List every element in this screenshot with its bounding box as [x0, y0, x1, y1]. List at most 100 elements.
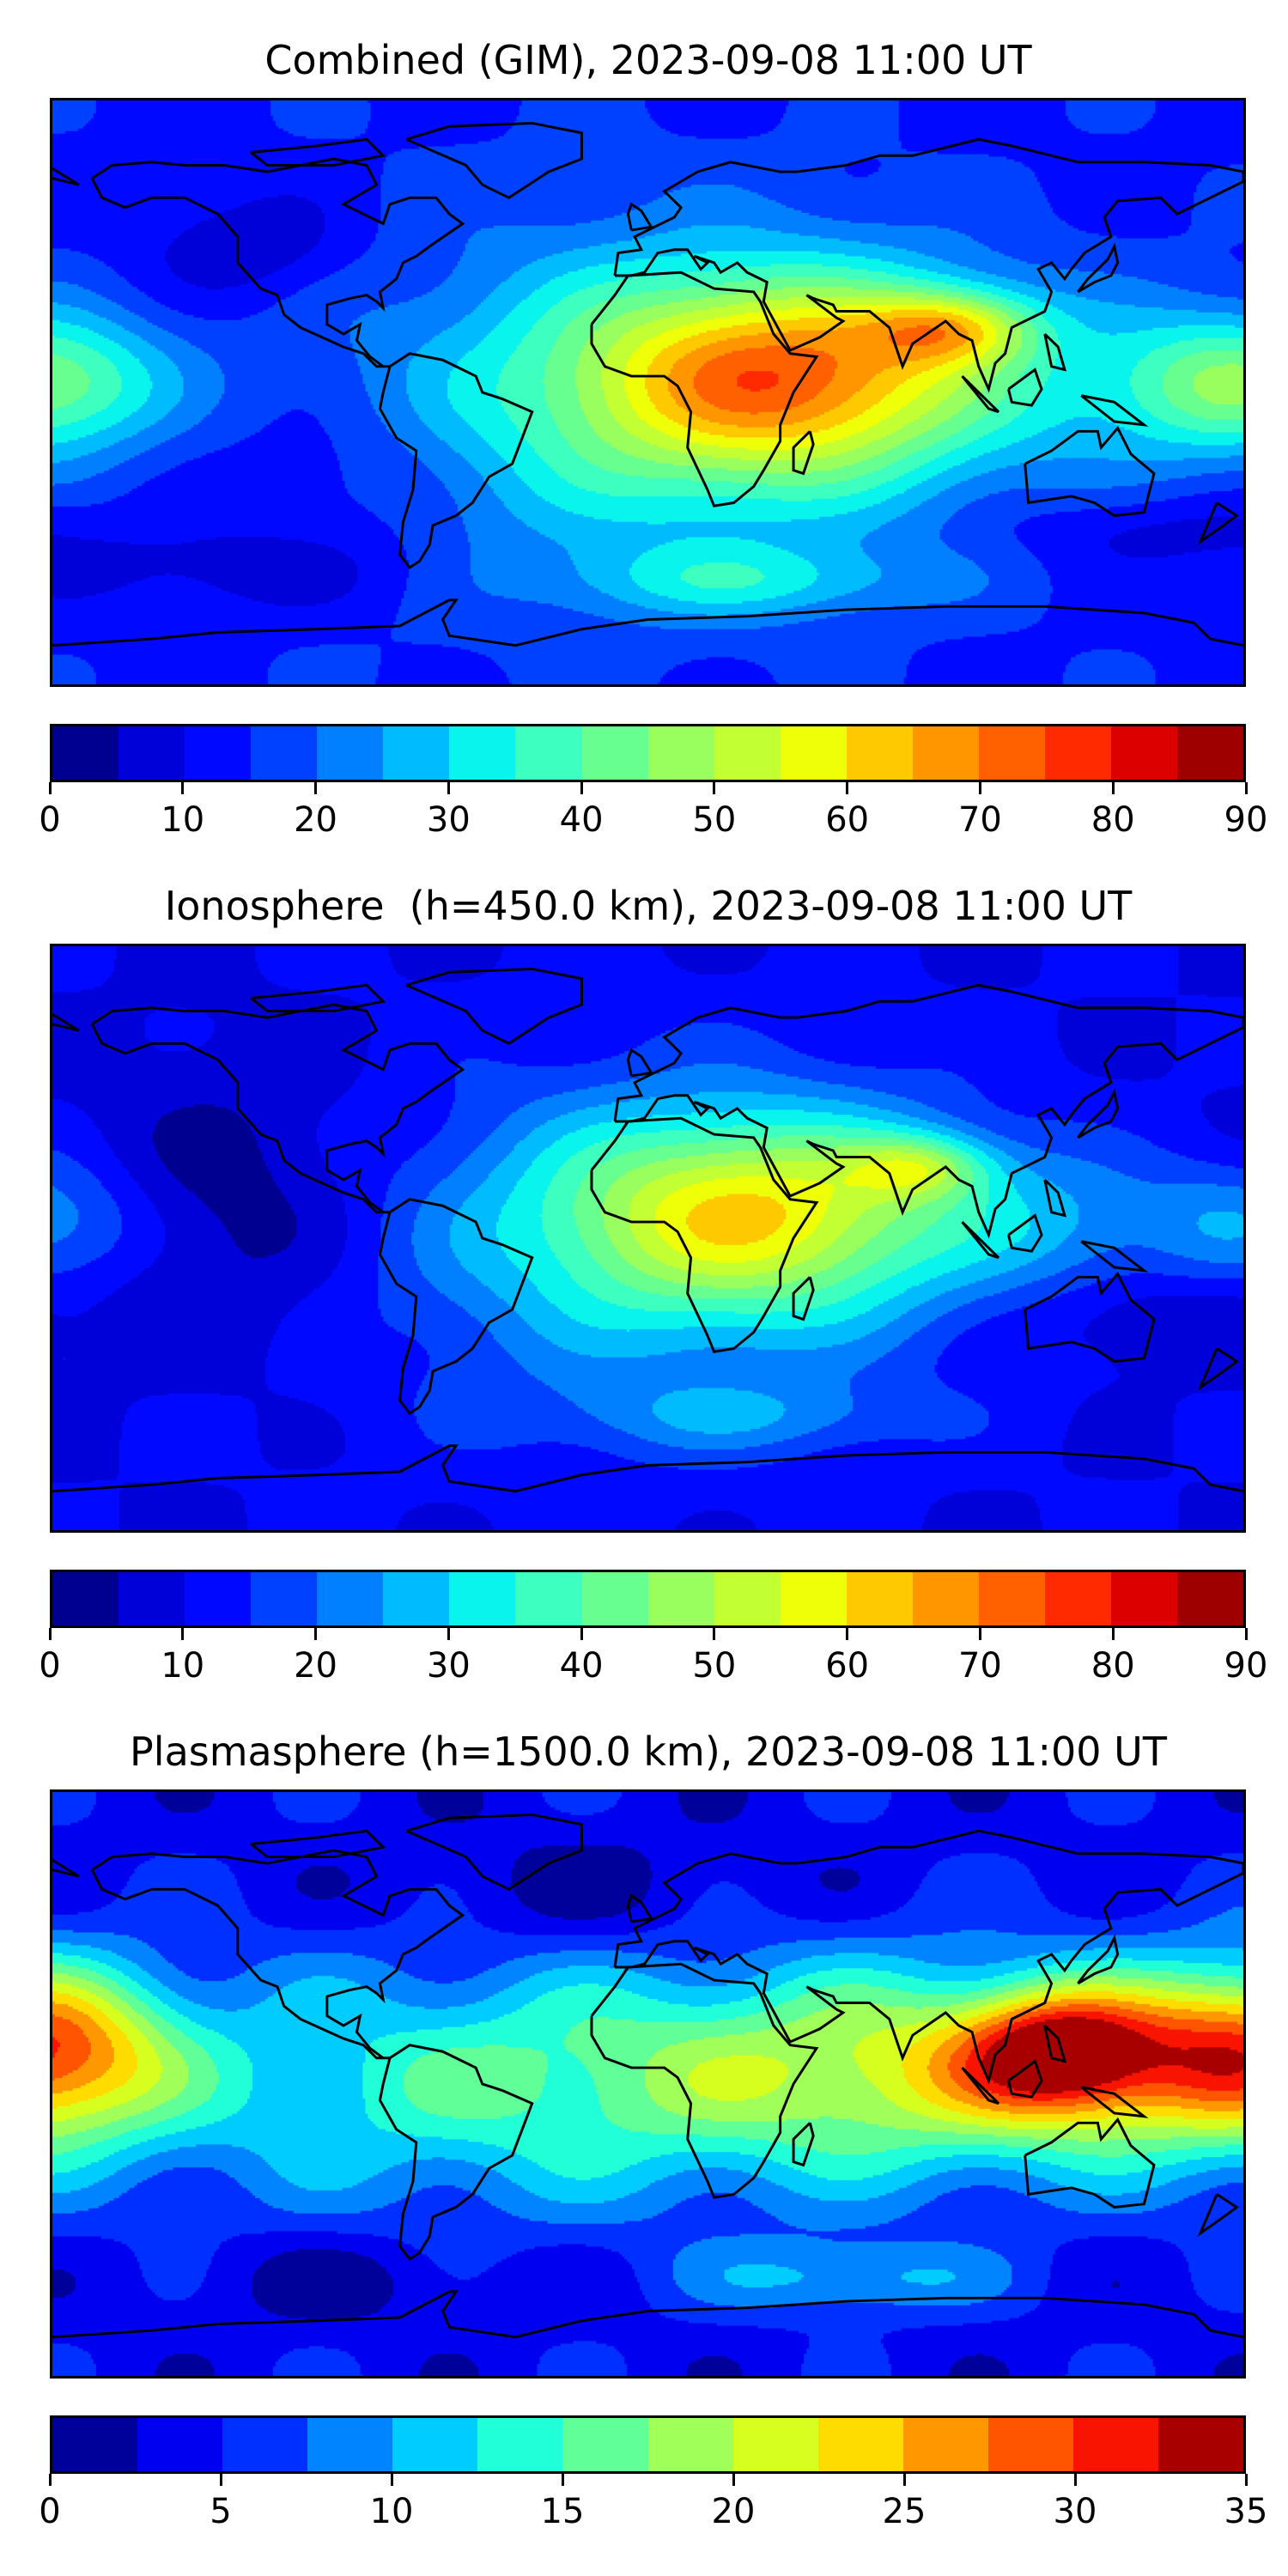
coastline — [378, 1198, 534, 1416]
colorbar-segment — [978, 726, 1045, 780]
colorbar-segment — [251, 1572, 318, 1625]
colorbar-tick-mark — [1111, 1628, 1115, 1640]
colorbar-tick-label: 70 — [957, 1646, 1002, 1686]
colorbar — [50, 1570, 1246, 1628]
colorbar-tick-label: 10 — [161, 800, 205, 840]
coastline — [1024, 1271, 1156, 1364]
colorbar-ticks: 0 10 20 30 40 50 60 70 80 90 — [39, 782, 1267, 851]
colorbar-segment — [647, 1572, 714, 1625]
colorbar-tick-label: 5 — [210, 2492, 232, 2531]
coastline — [590, 1962, 819, 2199]
coastline — [613, 983, 1243, 1239]
coastline — [626, 1893, 653, 1923]
colorbar-tick-mark — [48, 1628, 52, 1640]
colorbar-tick-mark — [181, 1628, 185, 1640]
colorbar-segment — [912, 1572, 979, 1625]
coastline — [1080, 394, 1149, 427]
colorbar-tick-mark — [902, 2474, 906, 2486]
colorbar-tick-mark — [1111, 782, 1115, 794]
coastline — [590, 270, 819, 507]
colorbar-segment — [780, 1572, 847, 1625]
coastline — [52, 2290, 1243, 2339]
coastline — [52, 598, 1243, 647]
coastline — [1043, 1178, 1067, 1218]
colorbar-tick-mark — [846, 782, 849, 794]
panel-combined: Combined (GIM), 2023-09-08 11:00 UT 0 10 2… — [0, 0, 1288, 846]
coastline — [1077, 1088, 1120, 1139]
colorbar — [50, 2415, 1246, 2474]
coastline — [250, 137, 386, 167]
colorbar-segment — [185, 1572, 252, 1625]
coastline — [961, 1221, 999, 1260]
colorbar-segment — [780, 726, 847, 780]
colorbar-tick-label: 80 — [1091, 1646, 1135, 1686]
coastline — [405, 967, 583, 1046]
colorbar-tick-mark — [580, 782, 583, 794]
coastline — [1043, 332, 1067, 372]
colorbar-segment — [52, 1572, 119, 1625]
colorbar-ticks: 0 10 20 30 40 50 60 70 80 90 — [39, 1628, 1267, 1697]
colorbar-segment — [251, 726, 318, 780]
coastline — [961, 375, 999, 414]
chart-title: Plasmasphere (h=1500.0 km), 2023-09-08 1… — [130, 1728, 1167, 1775]
colorbar-segment — [185, 726, 252, 780]
colorbar-tick-mark — [390, 2474, 393, 2486]
colorbar-tick-mark — [1244, 1628, 1248, 1640]
contour-field — [52, 100, 1243, 684]
colorbar-segment — [1177, 726, 1244, 780]
colorbar-tick-label: 90 — [1224, 800, 1268, 840]
colorbar-segment — [978, 1572, 1045, 1625]
colorbar-tick-label: 80 — [1091, 800, 1135, 840]
colorbar-tick-label: 0 — [39, 2492, 61, 2531]
coastline — [378, 2044, 534, 2262]
colorbar-tick-mark — [580, 1628, 583, 1640]
colorbar-tick-label: 50 — [692, 1646, 737, 1686]
coastline — [250, 983, 386, 1013]
colorbar-tick-mark — [181, 782, 185, 794]
coastline — [378, 352, 534, 570]
coastline — [613, 1829, 1243, 2085]
colorbar-segment — [581, 1572, 648, 1625]
colorbar-tick-label: 30 — [426, 1646, 471, 1686]
coastline — [90, 1003, 465, 1214]
colorbar-tick-mark — [447, 1628, 450, 1640]
coastline — [1007, 1213, 1043, 1253]
coastline — [792, 430, 815, 476]
colorbar-segment — [732, 2418, 818, 2471]
colorbar-tick-label: 25 — [882, 2492, 927, 2531]
colorbar-tick-label: 15 — [540, 2492, 585, 2531]
contour-field — [52, 1792, 1243, 2376]
colorbar-segment — [52, 726, 119, 780]
colorbar-segment — [987, 2418, 1073, 2471]
coastline — [1077, 242, 1120, 294]
coastline — [405, 1813, 583, 1892]
colorbar-segment — [1072, 2418, 1159, 2471]
colorbar-segment — [222, 2418, 308, 2471]
colorbar-tick-label: 0 — [39, 1646, 61, 1686]
colorbar-tick-mark — [1244, 2474, 1248, 2486]
colorbar-segment — [912, 726, 979, 780]
colorbar-tick-mark — [48, 782, 52, 794]
colorbar-tick-mark — [978, 782, 981, 794]
coastline — [792, 2122, 815, 2167]
colorbar-tick-mark — [314, 782, 318, 794]
coastline — [1043, 2024, 1067, 2063]
world-map — [50, 944, 1246, 1533]
coastline — [1024, 425, 1156, 518]
colorbar-segment — [449, 726, 516, 780]
coastline — [792, 1276, 815, 1321]
coastline — [1007, 368, 1043, 407]
world-map — [50, 98, 1246, 687]
colorbar-segment — [1044, 726, 1111, 780]
coastline — [52, 1859, 80, 1878]
colorbar-tick-label: 10 — [161, 1646, 205, 1686]
colorbar-segment — [383, 726, 450, 780]
coastline — [590, 1116, 819, 1353]
colorbar-segment — [118, 1572, 185, 1625]
colorbar-segment — [449, 1572, 516, 1625]
world-map — [50, 1789, 1246, 2379]
colorbar-tick-label: 20 — [294, 1646, 337, 1686]
coastline — [250, 1829, 386, 1859]
coastline — [613, 137, 1243, 393]
coastline — [626, 202, 653, 232]
